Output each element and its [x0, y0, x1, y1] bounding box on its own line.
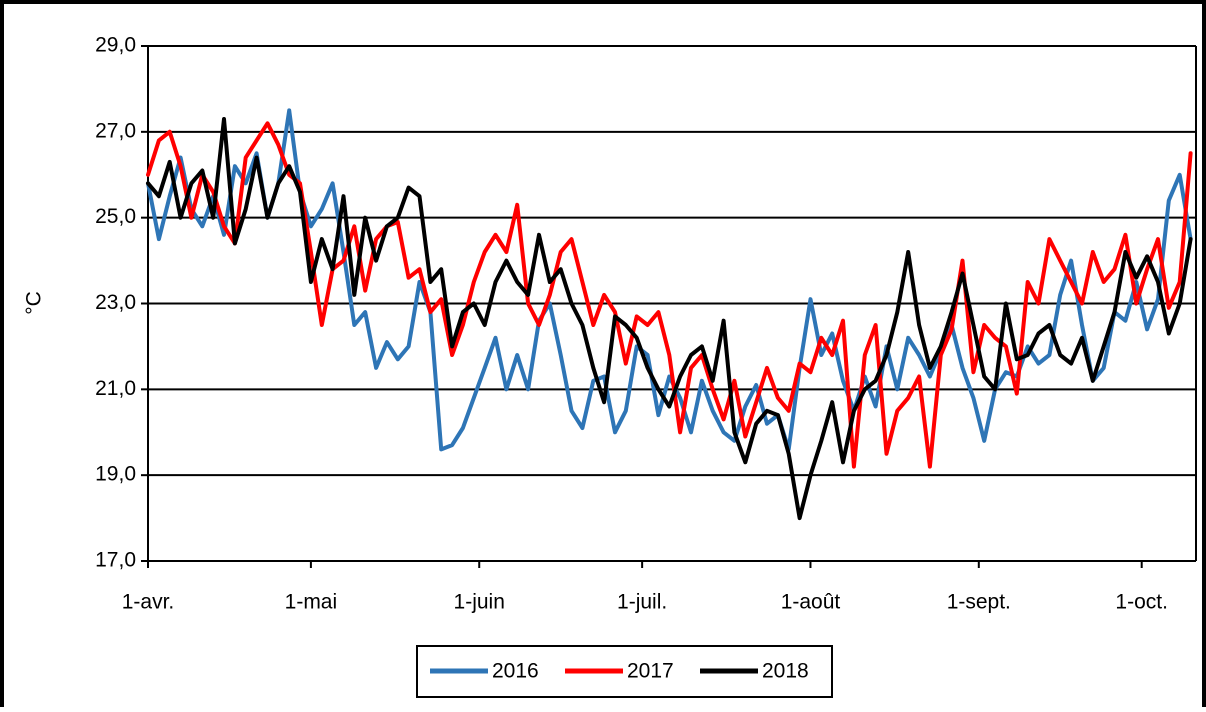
legend-label: 2018 [762, 660, 809, 683]
x-tick-label: 1-mai [285, 591, 338, 614]
legend-label: 2016 [492, 660, 539, 683]
x-tick-label: 1-août [781, 591, 841, 614]
x-tick-label: 1-oct. [1115, 591, 1168, 614]
x-tick-label: 1-avr. [122, 591, 175, 614]
legend-box [416, 645, 833, 698]
x-tick-label: 1-sept. [947, 591, 1011, 614]
y-tick-label: 21,0 [95, 377, 136, 400]
y-tick-label: 29,0 [95, 34, 136, 57]
y-tick-label: 27,0 [95, 119, 136, 142]
y-tick-label: 17,0 [95, 549, 136, 572]
legend-label: 2017 [627, 660, 674, 683]
x-tick-label: 1-juin [454, 591, 505, 614]
series-line [146, 117, 1193, 521]
x-tick-label: 1-juil. [617, 591, 667, 614]
y-tick-label: 25,0 [95, 205, 136, 228]
y-axis-label: °C [23, 291, 46, 315]
y-tick-label: 19,0 [95, 463, 136, 486]
y-tick-label: 23,0 [95, 291, 136, 314]
series-line [146, 121, 1193, 469]
